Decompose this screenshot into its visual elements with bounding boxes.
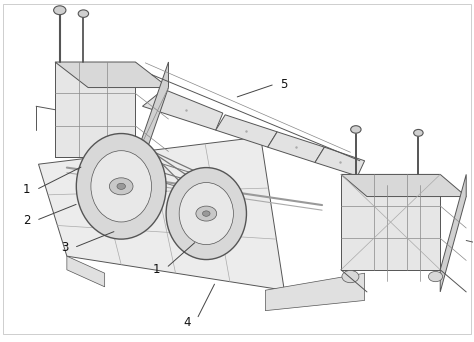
Ellipse shape [166, 168, 246, 260]
Polygon shape [315, 147, 365, 176]
Polygon shape [136, 62, 168, 183]
Text: 3: 3 [61, 241, 68, 254]
Ellipse shape [91, 151, 152, 222]
Polygon shape [341, 174, 440, 270]
Text: 5: 5 [281, 78, 288, 91]
Polygon shape [55, 62, 136, 157]
Circle shape [202, 211, 210, 216]
Polygon shape [38, 137, 284, 290]
FancyBboxPatch shape [3, 4, 471, 334]
Polygon shape [268, 132, 324, 162]
Circle shape [342, 271, 359, 283]
Polygon shape [440, 174, 466, 292]
Polygon shape [67, 256, 105, 287]
Polygon shape [265, 273, 365, 311]
Circle shape [54, 6, 66, 15]
Circle shape [414, 129, 423, 136]
Text: 1: 1 [153, 263, 160, 276]
Text: 4: 4 [183, 316, 191, 329]
Circle shape [428, 272, 443, 282]
Circle shape [78, 10, 89, 17]
Ellipse shape [76, 133, 166, 239]
Polygon shape [341, 174, 466, 197]
Circle shape [117, 183, 126, 189]
Text: 1: 1 [23, 183, 30, 196]
Circle shape [109, 178, 133, 195]
Text: 2: 2 [23, 214, 30, 227]
Polygon shape [216, 115, 277, 147]
Ellipse shape [179, 183, 233, 245]
Polygon shape [143, 89, 223, 130]
Circle shape [196, 206, 217, 221]
Polygon shape [55, 62, 168, 88]
Circle shape [351, 126, 361, 133]
